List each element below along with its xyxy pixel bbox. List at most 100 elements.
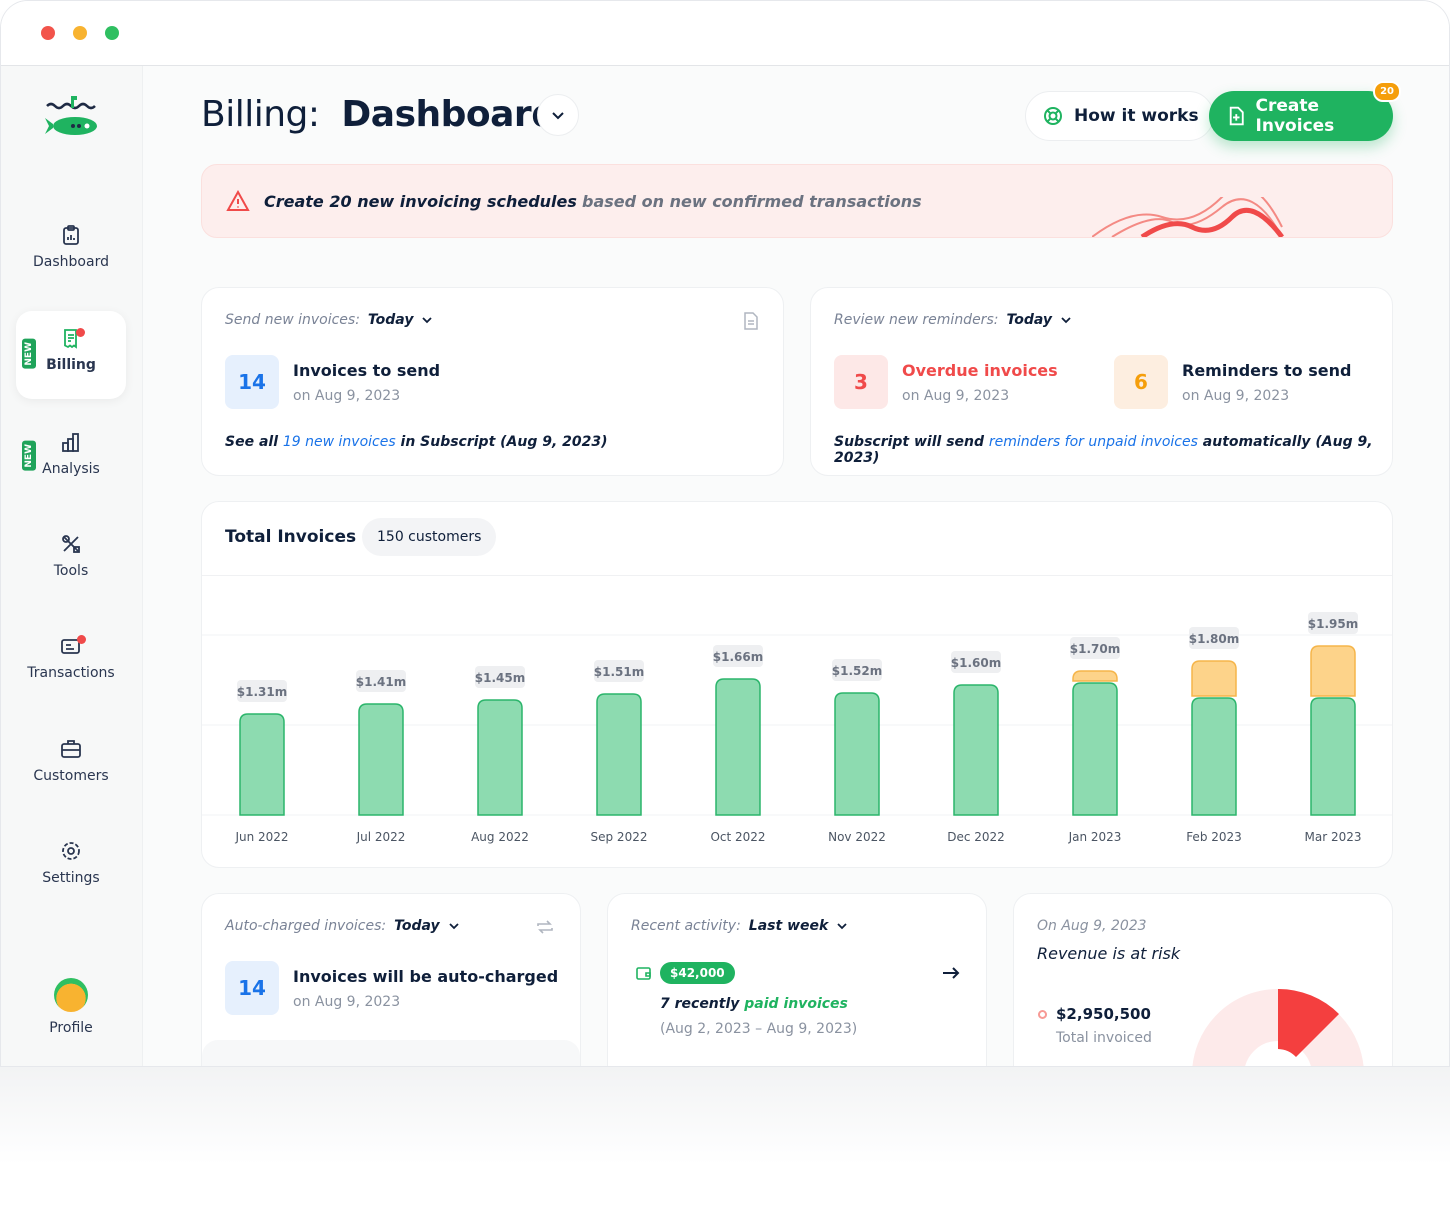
receipt-icon: [64, 329, 77, 349]
x-tick-label: Jan 2023: [1068, 830, 1122, 844]
footer-text: automatically (Aug 9, 2023): [834, 434, 1373, 466]
data-label: $1.45m: [475, 671, 525, 685]
data-label: $1.51m: [594, 665, 644, 679]
date-range: (Aug 2, 2023 – Aug 9, 2023): [660, 1021, 858, 1037]
title-prefix: Billing:: [201, 94, 320, 135]
card-date: on Aug 9, 2023: [293, 388, 401, 404]
customers-chip[interactable]: 150 customers: [362, 518, 497, 556]
data-label-bg: [713, 645, 763, 667]
period-value: Last week: [748, 918, 829, 934]
card-label: Send new invoices:: [225, 312, 360, 328]
overdue-title: Overdue invoices: [902, 361, 1058, 380]
app-window: Dashboard NEW Billing NEW Analysis Tools…: [0, 0, 1450, 1067]
new-badge: NEW: [22, 339, 36, 369]
title-bar: [1, 1, 1449, 66]
data-label-bg: [832, 659, 882, 681]
risk-date: On Aug 9, 2023: [1037, 918, 1147, 934]
create-invoices-button[interactable]: Create Invoices 20: [1209, 81, 1401, 141]
chevron-down-icon: [552, 112, 564, 120]
paid-invoices-link[interactable]: paid invoices: [744, 996, 848, 1012]
total-invoiced-amount: $2,950,500: [1056, 1005, 1151, 1023]
x-tick-label: Feb 2023: [1186, 830, 1242, 844]
recent-activity-card: Recent activity: Last week $42,000 7 rece…: [607, 893, 987, 1066]
sidebar-item-transactions[interactable]: Transactions: [16, 635, 126, 725]
bar-invoiced: [834, 692, 880, 816]
arrow-right-icon[interactable]: [942, 966, 960, 980]
new-invoices-link[interactable]: 19 new invoices: [282, 434, 396, 450]
send-invoices-card: Send new invoices: Today 14 Invoices to s…: [201, 287, 784, 476]
bar-invoiced: [477, 699, 523, 816]
chevron-down-icon: [1061, 317, 1071, 324]
footer-text: in Subscript (Aug 9, 2023): [400, 434, 608, 450]
period-selector[interactable]: Recent activity: Last week: [631, 918, 848, 934]
how-it-works-button[interactable]: How it works: [1025, 91, 1214, 141]
briefcase-icon: [61, 740, 81, 758]
bar-invoiced: [239, 713, 285, 816]
period-selector[interactable]: Auto-charged invoices: Today: [225, 918, 460, 934]
submarine-logo: [45, 96, 97, 135]
data-label: $1.95m: [1308, 617, 1358, 631]
reminders-link[interactable]: reminders for unpaid invoices: [988, 434, 1198, 450]
title-dropdown-button[interactable]: [537, 94, 579, 136]
bar-invoiced: [1310, 697, 1356, 816]
gear-icon: [62, 842, 80, 860]
data-label: $1.80m: [1189, 632, 1239, 646]
sidebar-item-tools[interactable]: Tools: [16, 533, 126, 623]
risk-title: Revenue is at risk: [1037, 944, 1181, 963]
bar-invoiced: [1072, 682, 1118, 816]
sidebar-item-label: Profile: [49, 1020, 93, 1036]
sidebar-item-label: Dashboard: [33, 254, 109, 270]
x-tick-label: Dec 2022: [947, 830, 1005, 844]
sidebar: Dashboard NEW Billing NEW Analysis Tools…: [1, 66, 143, 1066]
data-label-bg: [237, 680, 287, 702]
count-badge: 20: [1373, 81, 1401, 102]
chart-title: Total Invoices: [225, 527, 357, 547]
sidebar-item-label: Transactions: [27, 665, 115, 681]
sidebar-item-dashboard[interactable]: Dashboard: [16, 224, 126, 314]
sidebar-item-analysis[interactable]: NEW Analysis: [16, 431, 126, 521]
activity-text: 7 recently: [660, 996, 740, 1012]
period-selector[interactable]: Review new reminders: Today: [834, 312, 1072, 328]
auto-charged-count: 14: [225, 961, 279, 1015]
data-label: $1.31m: [237, 685, 287, 699]
card-footer: See all 19 new invoices in Subscript (Au…: [225, 434, 608, 450]
file-plus-icon: [1229, 106, 1244, 126]
page-title: Billing: Dashboard: [201, 94, 557, 135]
data-label: $1.41m: [356, 675, 406, 689]
sidebar-item-billing[interactable]: NEW Billing: [16, 311, 126, 399]
bar-pending: [1072, 670, 1118, 682]
reminders-date: on Aug 9, 2023: [1182, 388, 1290, 404]
document-icon[interactable]: [743, 312, 759, 330]
bar-invoiced: [1191, 697, 1237, 816]
card-label: Review new reminders:: [834, 312, 999, 328]
donut-risk-segment: [1278, 989, 1339, 1057]
refresh-icon[interactable]: [536, 919, 554, 935]
alert-bold-text: Create 20 new invoicing schedules: [264, 191, 577, 211]
total-invoiced-label: Total invoiced: [1056, 1030, 1152, 1046]
bar-pending: [1310, 645, 1356, 697]
sidebar-item-settings[interactable]: Settings: [16, 840, 126, 930]
sidebar-item-customers[interactable]: Customers: [16, 738, 126, 828]
sidebar-item-label: Tools: [53, 563, 89, 579]
avatar: [54, 978, 88, 1012]
sidebar-item-profile[interactable]: Profile: [16, 978, 126, 1066]
bar-invoiced: [715, 678, 761, 816]
sub-panel: [202, 1040, 580, 1066]
x-tick-label: Jul 2022: [356, 830, 406, 844]
period-selector[interactable]: Send new invoices: Today: [225, 312, 433, 328]
maximize-window-button[interactable]: [105, 26, 119, 40]
card-label: Recent activity:: [631, 918, 741, 934]
alert-banner[interactable]: Create 20 new invoicing schedules based …: [201, 164, 1393, 238]
minimize-window-button[interactable]: [73, 26, 87, 40]
data-label-bg: [1308, 612, 1358, 634]
sidebar-item-label: Settings: [42, 870, 100, 886]
x-tick-label: Nov 2022: [828, 830, 886, 844]
reminders-title: Reminders to send: [1182, 361, 1352, 380]
overdue-count: 3: [834, 355, 888, 409]
wallet-icon: [636, 967, 651, 980]
divider: [202, 575, 1392, 576]
bar-pending: [1191, 660, 1237, 697]
close-window-button[interactable]: [41, 26, 55, 40]
tools-icon: [62, 535, 80, 553]
bar-invoiced: [358, 703, 404, 816]
